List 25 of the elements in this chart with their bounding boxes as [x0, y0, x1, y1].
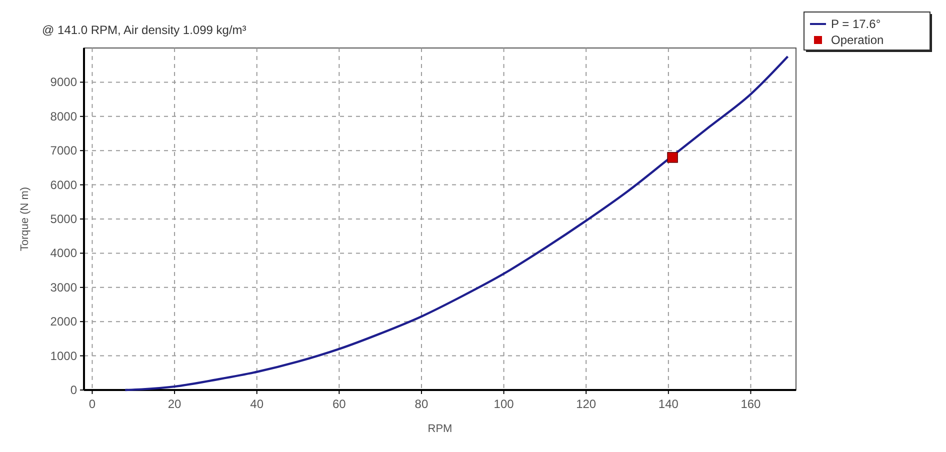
- legend-label: P = 17.6°: [831, 17, 881, 31]
- y-tick-label: 2000: [50, 314, 78, 329]
- x-axis-title: RPM: [428, 423, 452, 435]
- x-tick-label: 0: [88, 397, 96, 411]
- y-tick-label: 8000: [50, 109, 78, 124]
- y-tick-label: 6000: [50, 178, 78, 192]
- line-series: [124, 55, 789, 392]
- y-axis-title: Torque (N m): [19, 186, 31, 252]
- x-tick-label: 40: [250, 397, 264, 411]
- y-tick-label: 3000: [50, 280, 78, 294]
- x-tick-label: 160: [740, 397, 762, 411]
- x-tick-label: 60: [332, 397, 346, 411]
- chart-title: @ 141.0 RPM, Air density 1.099 kg/m³: [42, 23, 246, 37]
- x-tick-label: 140: [658, 397, 679, 411]
- x-tick-label: 120: [576, 397, 596, 411]
- y-tick-label: 5000: [50, 212, 78, 226]
- legend-label: Operation: [831, 33, 884, 47]
- x-tick-label: 20: [168, 397, 182, 411]
- x-tick-label: 100: [494, 397, 514, 411]
- y-tick-label: 9000: [50, 75, 78, 90]
- y-tick-label: 4000: [50, 246, 78, 260]
- y-tick-label: 7000: [50, 144, 78, 158]
- y-tick-label: 1000: [50, 348, 78, 363]
- y-tick-label: 0: [70, 383, 78, 397]
- x-tick-label: 80: [414, 397, 428, 411]
